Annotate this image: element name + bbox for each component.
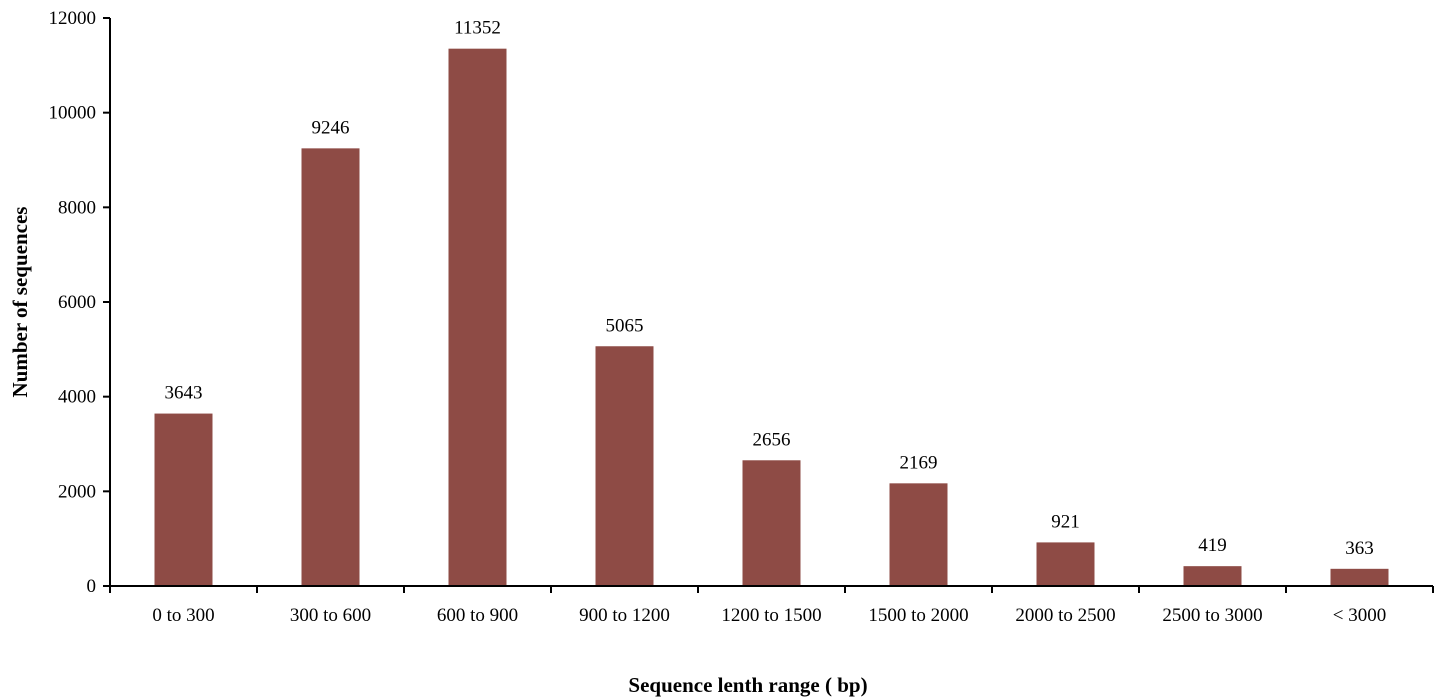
y-tick-label: 6000	[58, 292, 96, 313]
bar	[448, 48, 507, 587]
x-tick-label: 300 to 600	[290, 605, 371, 626]
y-axis-title: Number of sequences	[8, 207, 32, 398]
x-tick-label: 1500 to 2000	[868, 605, 968, 626]
bar	[889, 483, 948, 586]
x-tick-label: < 3000	[1333, 605, 1386, 626]
x-axis-title: Sequence lenth range ( bp)	[628, 673, 867, 697]
bar	[595, 346, 654, 586]
x-ticks-group: 0 to 300 300 to 600 600 to 900 900 to 1200 1…	[109, 586, 1434, 626]
bar	[301, 148, 360, 586]
y-tick-label: 2000	[58, 481, 96, 502]
data-label: 419	[1198, 535, 1227, 556]
data-label: 11352	[454, 18, 501, 39]
bar	[154, 413, 213, 586]
data-label: 2656	[753, 429, 791, 450]
x-tick-label: 2000 to 2500	[1015, 605, 1115, 626]
y-tick-label: 12000	[49, 8, 97, 29]
data-label: 3643	[165, 383, 203, 404]
x-tick-label: 2500 to 3000	[1162, 605, 1262, 626]
x-tick-label: 900 to 1200	[579, 605, 670, 626]
x-tick-label: 0 to 300	[152, 605, 214, 626]
x-tick-label: 1200 to 1500	[721, 605, 821, 626]
y-ticks-group: 0 2000 4000 6000 8000 10000 12000	[49, 8, 110, 597]
data-label: 9246	[312, 117, 350, 138]
bar	[1183, 566, 1242, 586]
data-label: 2169	[900, 452, 938, 473]
bar	[1036, 542, 1095, 586]
bar	[742, 460, 801, 586]
y-tick-label: 4000	[58, 387, 96, 408]
x-tick-label: 600 to 900	[437, 605, 518, 626]
bars-group	[154, 48, 1389, 587]
y-tick-label: 8000	[58, 197, 96, 218]
data-label: 5065	[606, 315, 644, 336]
y-tick-label: 10000	[49, 103, 97, 124]
data-label: 921	[1051, 511, 1080, 532]
y-tick-label: 0	[87, 576, 97, 597]
data-labels-group: 3643 9246 11352 5065 2656 2169 921 419 363	[165, 18, 1374, 559]
bar	[1330, 568, 1389, 586]
data-label: 363	[1345, 538, 1374, 559]
